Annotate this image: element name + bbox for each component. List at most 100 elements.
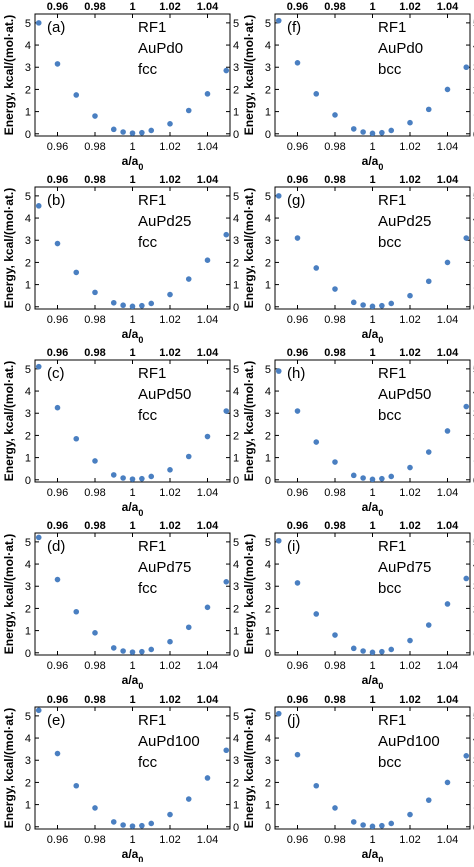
x-tick-label: 0.96 (287, 660, 308, 672)
y-tick-label-right: 1 (233, 453, 239, 465)
y-tick-label: 4 (265, 40, 271, 52)
y-tick-label: 4 (265, 733, 271, 745)
y-tick-label-right: 1 (233, 107, 239, 119)
x-tick-label-top: 1 (129, 174, 135, 186)
x-tick-label-top: 1.02 (399, 1, 420, 13)
panel-annotation-line: AuPd0 (138, 40, 183, 57)
data-point (139, 475, 145, 482)
x-tick-label-top: 0.96 (47, 174, 68, 186)
data-point (204, 91, 211, 97)
y-tick-label: 1 (265, 280, 271, 292)
y-tick-label: 3 (265, 235, 271, 247)
data-point (110, 126, 117, 133)
x-axis-title-subscript: 0 (138, 508, 143, 518)
x-tick-label: 1.04 (437, 834, 458, 846)
y-tick-label-right: 4 (233, 559, 239, 571)
data-point (350, 299, 357, 306)
x-axis-title-subscript: 0 (378, 508, 383, 518)
data-point (444, 601, 451, 607)
y-tick-label-right: 1 (233, 280, 239, 292)
panel-annotation-line: bcc (378, 754, 402, 771)
data-point (139, 302, 145, 309)
x-tick-label-top: 0.98 (84, 520, 105, 532)
data-point (110, 299, 117, 306)
x-tick-label-top: 1.02 (399, 694, 420, 706)
y-tick-label: 3 (265, 755, 271, 767)
y-tick-label: 3 (25, 62, 31, 74)
x-axis-title-subscript: 0 (138, 162, 143, 172)
y-tick-label: 5 (25, 364, 31, 376)
data-point (139, 648, 145, 655)
x-tick-label-top: 1.04 (437, 174, 459, 186)
data-point (204, 604, 211, 611)
data-point (54, 576, 61, 583)
data-point (388, 646, 395, 653)
data-point (463, 235, 470, 241)
data-point (185, 796, 192, 802)
x-tick-label-top: 1 (129, 520, 135, 532)
data-point (463, 403, 470, 410)
y-tick-label-right: 5 (233, 537, 239, 549)
x-tick-label: 1.04 (197, 141, 218, 153)
x-axis-title-subscript: 0 (378, 162, 383, 172)
y-tick-label-right: 2 (233, 257, 239, 269)
data-point (369, 476, 376, 482)
data-point (129, 476, 136, 482)
data-point (313, 782, 320, 789)
x-axis-title-main: a/a (362, 154, 379, 168)
y-tick-label: 0 (265, 648, 271, 660)
x-tick-label: 1.02 (159, 141, 180, 153)
x-axis-title-main: a/a (122, 673, 139, 687)
y-tick-label: 3 (265, 408, 271, 420)
panel-label: (a) (47, 19, 65, 36)
data-point (223, 579, 230, 585)
data-point (167, 121, 173, 127)
x-axis-title: a/a0 (362, 847, 384, 862)
panel-annotation-line: fcc (138, 580, 158, 597)
x-axis-title: a/a0 (362, 500, 384, 518)
panel-label: (i) (287, 538, 300, 555)
y-tick-label: 2 (25, 257, 31, 269)
x-tick-label-top: 0.96 (287, 520, 308, 532)
data-point (444, 779, 451, 786)
data-point (388, 473, 395, 480)
panel-annotation-line: AuPd100 (378, 733, 440, 750)
x-tick-label-top: 1.02 (159, 1, 180, 13)
data-point (148, 300, 155, 307)
y-tick-label-right: 1 (233, 626, 239, 638)
panel-annotation-line: fcc (138, 61, 158, 78)
x-axis-title-subscript: 0 (138, 335, 143, 345)
x-tick-label: 1.02 (399, 834, 420, 846)
panel-annotation-line: AuPd0 (378, 40, 423, 57)
y-tick-label-right: 3 (233, 755, 239, 767)
y-tick-label: 2 (25, 430, 31, 442)
y-tick-label: 3 (25, 408, 31, 420)
x-tick-label-top: 1 (369, 174, 375, 186)
data-point (185, 276, 192, 282)
x-tick-label: 0.98 (324, 487, 345, 499)
x-tick-label: 0.96 (47, 660, 68, 672)
y-tick-label-right: 2 (233, 430, 239, 442)
x-tick-label-top: 1.04 (437, 347, 459, 359)
data-point (275, 537, 282, 544)
data-point (444, 86, 451, 93)
data-point (185, 107, 192, 114)
panel-annotation-line: RF1 (378, 192, 406, 209)
x-tick-label: 1.02 (399, 141, 420, 153)
data-point (369, 303, 376, 309)
data-point (35, 534, 42, 541)
y-axis-title: Energy, kcal/(mol·at.) (2, 534, 16, 654)
data-point (54, 61, 61, 67)
y-axis-title: Energy, kcal/(mol·at.) (242, 708, 256, 828)
x-tick-label: 1.04 (437, 314, 458, 326)
x-tick-label-top: 0.96 (47, 347, 68, 359)
data-point (120, 475, 126, 481)
y-tick-label-right: 3 (233, 581, 239, 593)
y-tick-label: 4 (265, 386, 271, 398)
x-tick-label: 1.02 (399, 487, 420, 499)
x-tick-label: 1.02 (399, 660, 420, 672)
x-tick-label-top: 0.96 (47, 694, 68, 706)
